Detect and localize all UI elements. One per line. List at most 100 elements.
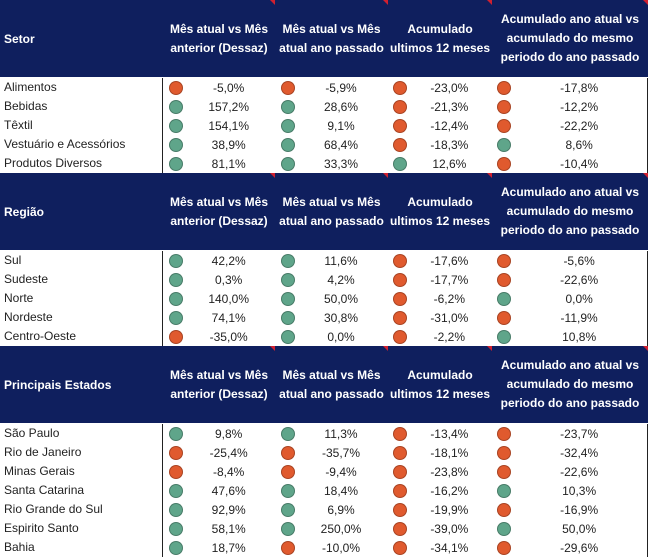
section-header: Região Mês atual vs Mês anterior (Dessaz)… — [0, 173, 648, 251]
value: 6,9% — [327, 502, 355, 517]
column-header: Acumulado ultimos 12 meses — [388, 0, 492, 77]
value: 9,1% — [327, 118, 355, 133]
value: -23,8% — [430, 464, 469, 479]
negative-status-icon — [393, 291, 408, 306]
column-header-label: Acumulado ano atual vs acumulado do mesm… — [500, 358, 640, 410]
row-label: Vestuário e Acessórios — [0, 135, 163, 154]
comment-indicator-icon — [383, 0, 388, 5]
value: -2,2% — [433, 329, 465, 344]
section-title: Região — [4, 204, 45, 219]
column-header-label: Mês atual vs Mês anterior (Dessaz) — [169, 194, 269, 228]
value-cell: 18,7% — [163, 538, 275, 557]
value-cell: -39,0% — [387, 519, 491, 538]
value-cell: -12,4% — [387, 116, 491, 135]
value: -13,4% — [430, 426, 469, 441]
negative-status-icon — [393, 502, 408, 517]
value: -5,0% — [212, 80, 245, 95]
value: -5,9% — [325, 80, 357, 95]
positive-status-icon — [497, 291, 512, 306]
positive-status-icon — [280, 272, 295, 287]
value: -19,9% — [430, 502, 469, 517]
table-row: Sudeste 0,3% 4,2% -17,7% -22,6% — [0, 270, 647, 289]
positive-status-icon — [168, 521, 183, 536]
table-row: Produtos Diversos 81,1% 33,3% 12,6% -10,4% — [0, 154, 647, 173]
value-cell: 6,9% — [275, 500, 388, 519]
row-label: Bebidas — [0, 97, 163, 116]
value-cell: -18,1% — [387, 443, 491, 462]
comment-indicator-icon — [270, 0, 275, 5]
value: 0,3% — [214, 272, 243, 287]
negative-status-icon — [280, 80, 295, 95]
value: -12,4% — [430, 118, 469, 133]
value-cell: 74,1% — [163, 308, 275, 327]
value-cell: -18,3% — [387, 135, 491, 154]
negative-status-icon — [280, 540, 295, 555]
value-cell: -9,4% — [275, 462, 388, 481]
negative-status-icon — [497, 253, 512, 268]
value: -22,6% — [560, 464, 599, 479]
value-cell: -17,6% — [387, 251, 491, 270]
value-cell: 250,0% — [275, 519, 388, 538]
value: 28,6% — [323, 99, 358, 114]
value: -10,4% — [560, 156, 599, 171]
value-cell: 33,3% — [275, 154, 388, 173]
value: -10,0% — [321, 540, 360, 555]
column-header-label: Acumulado ultimos 12 meses — [389, 21, 491, 55]
section-title: Setor — [4, 31, 35, 46]
value: -29,6% — [560, 540, 599, 555]
value-cell: 38,9% — [163, 135, 275, 154]
value: 140,0% — [208, 291, 250, 306]
value: 8,6% — [565, 137, 593, 152]
row-label: Rio de Janeiro — [0, 443, 163, 462]
value: 68,4% — [323, 137, 358, 152]
value-cell: 28,6% — [275, 97, 388, 116]
table-row: Sul 42,2% 11,6% -17,6% -5,6% — [0, 251, 647, 270]
row-label: Têxtil — [0, 116, 163, 135]
value: -39,0% — [430, 521, 469, 536]
table-row: Rio de Janeiro -25,4% -35,7% -18,1% -32,4% — [0, 443, 647, 462]
positive-status-icon — [168, 310, 183, 325]
value-cell: 0,0% — [491, 289, 647, 308]
value-cell: 50,0% — [275, 289, 388, 308]
positive-status-icon — [168, 118, 183, 133]
negative-status-icon — [497, 80, 512, 95]
value: -25,4% — [209, 445, 248, 460]
column-header-label: Mês atual vs Mês atual ano passado — [279, 367, 384, 401]
positive-status-icon — [280, 118, 295, 133]
negative-status-icon — [497, 118, 512, 133]
table-row: Centro-Oeste -35,0% 0,0% -2,2% 10,8% — [0, 327, 647, 346]
value: -8,4% — [212, 464, 245, 479]
value: 154,1% — [208, 118, 250, 133]
value-cell: -21,3% — [387, 97, 491, 116]
value: -31,0% — [430, 310, 469, 325]
column-header-label: Mês atual vs Mês atual ano passado — [279, 194, 384, 228]
value-cell: -10,4% — [491, 154, 647, 173]
column-header: Mês atual vs Mês atual ano passado — [275, 346, 388, 423]
value: 50,0% — [323, 291, 358, 306]
column-header: Acumulado ano atual vs acumulado do mesm… — [492, 0, 648, 77]
section-header: Setor Mês atual vs Mês anterior (Dessaz) M… — [0, 0, 648, 78]
row-label: Minas Gerais — [0, 462, 163, 481]
value: -16,9% — [560, 502, 599, 517]
value-cell: -31,0% — [387, 308, 491, 327]
row-label: Espirito Santo — [0, 519, 163, 538]
negative-status-icon — [497, 445, 512, 460]
table-row: Minas Gerais -8,4% -9,4% -23,8% -22,6% — [0, 462, 647, 481]
positive-status-icon — [497, 329, 512, 344]
column-header: Mês atual vs Mês atual ano passado — [275, 0, 388, 77]
value-cell: -22,2% — [491, 116, 647, 135]
negative-status-icon — [393, 137, 408, 152]
value-cell: -22,6% — [491, 270, 647, 289]
negative-status-icon — [497, 426, 512, 441]
value: -22,2% — [560, 118, 599, 133]
value-cell: -35,0% — [163, 327, 275, 346]
value: 81,1% — [211, 156, 246, 171]
comment-indicator-icon — [487, 0, 492, 5]
value-cell: -5,6% — [491, 251, 647, 270]
negative-status-icon — [393, 310, 408, 325]
negative-status-icon — [393, 329, 408, 344]
positive-status-icon — [168, 253, 183, 268]
positive-status-icon — [168, 272, 183, 287]
positive-status-icon — [280, 483, 295, 498]
